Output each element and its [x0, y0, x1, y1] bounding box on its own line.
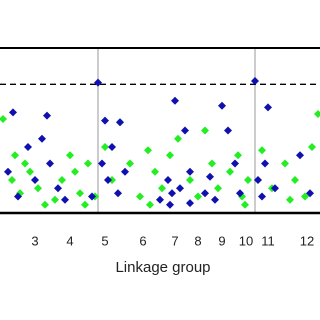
point [166, 200, 174, 209]
point [101, 143, 109, 151]
point [261, 159, 269, 168]
point [201, 126, 209, 135]
point [258, 146, 266, 155]
point [108, 143, 116, 151]
x-axis-title: Linkage group [115, 259, 210, 276]
point [186, 167, 194, 176]
point [31, 176, 39, 184]
point [281, 159, 289, 168]
point [144, 146, 152, 155]
x-tick-label: 6 [139, 233, 146, 248]
point [258, 192, 266, 201]
point [264, 103, 272, 112]
point [71, 167, 79, 176]
point [166, 151, 174, 160]
point [66, 151, 74, 160]
point [4, 167, 12, 176]
x-tick-label: 10 [239, 233, 253, 248]
point [176, 184, 184, 193]
x-tick-label: 7 [171, 233, 178, 248]
point [306, 189, 314, 198]
point [101, 116, 109, 125]
point [186, 199, 194, 208]
point [244, 176, 252, 184]
point [126, 159, 134, 168]
point [156, 195, 164, 204]
point [226, 167, 234, 176]
point [84, 159, 92, 168]
point [146, 200, 154, 209]
point [43, 111, 51, 120]
point [0, 114, 7, 123]
point [61, 195, 69, 204]
point [208, 159, 216, 168]
point [231, 159, 239, 168]
point [9, 108, 17, 117]
x-tick-label: 12 [300, 233, 314, 248]
point [171, 96, 179, 105]
point [121, 167, 129, 176]
point [214, 184, 222, 193]
point [114, 189, 122, 198]
point [98, 159, 106, 168]
point [206, 172, 214, 181]
point [151, 167, 159, 176]
point [8, 176, 16, 184]
x-tick-label: 8 [194, 233, 201, 248]
point [224, 126, 232, 135]
point [14, 192, 22, 201]
point [164, 176, 172, 184]
point [34, 184, 42, 193]
point [38, 134, 46, 143]
point [254, 176, 262, 184]
point [94, 78, 102, 87]
point [211, 195, 219, 204]
point [51, 195, 59, 204]
x-tick-label: 9 [218, 233, 225, 248]
point [81, 200, 89, 209]
point [241, 200, 249, 209]
point [104, 176, 112, 184]
point [11, 151, 19, 160]
point [116, 118, 124, 127]
x-tick-label: 5 [101, 233, 108, 248]
point [218, 101, 226, 110]
point [236, 189, 244, 198]
point [168, 189, 176, 198]
point [158, 184, 166, 193]
point [54, 184, 62, 193]
point [308, 143, 316, 151]
point [46, 159, 54, 168]
x-tick-label: 3 [31, 233, 38, 248]
point [136, 192, 144, 201]
point [174, 134, 182, 143]
point [251, 77, 259, 85]
point [291, 176, 299, 184]
point [186, 176, 194, 184]
point [76, 189, 84, 198]
point [26, 167, 34, 176]
point [234, 151, 242, 160]
point [286, 195, 294, 204]
x-tick-label: 11 [261, 233, 275, 248]
point [314, 110, 320, 118]
point [301, 192, 309, 201]
point [201, 189, 209, 198]
point [58, 176, 66, 184]
point [181, 126, 189, 135]
point [41, 200, 49, 209]
point [88, 192, 96, 201]
point [271, 184, 279, 193]
point [24, 143, 32, 151]
point [296, 151, 304, 160]
point [21, 159, 29, 168]
point [194, 192, 202, 201]
x-tick-label: 4 [66, 233, 73, 248]
